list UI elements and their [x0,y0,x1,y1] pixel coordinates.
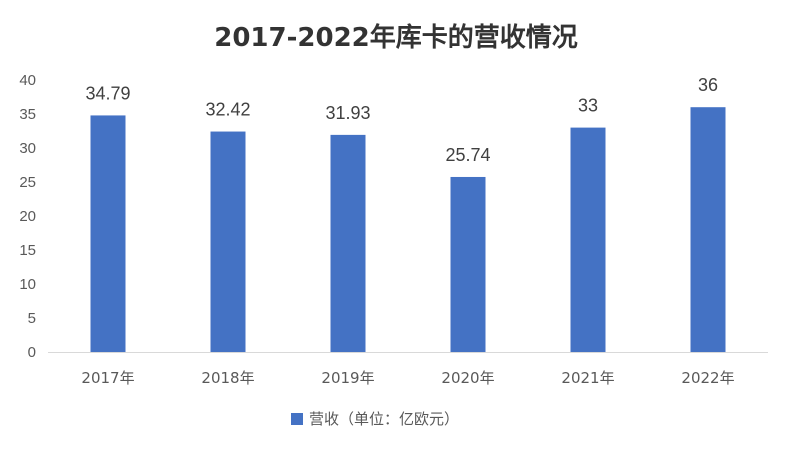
legend-swatch [291,413,303,425]
x-tick-label: 2018年 [201,369,254,387]
legend: 营收（单位：亿欧元） [291,410,459,428]
x-tick-label: 2021年 [561,369,614,387]
data-label-2: 31.93 [325,103,370,123]
y-tick-label: 0 [28,344,36,361]
y-tick-label: 5 [28,310,36,327]
bar-3 [450,176,486,352]
bar-0 [90,115,126,352]
y-tick-label: 10 [19,276,36,293]
legend-label: 营收（单位：亿欧元） [309,410,459,428]
data-labels: 34.79 32.42 31.93 25.74 33 36 [85,75,718,165]
bar-2 [330,134,366,352]
y-tick-label: 35 [19,106,36,123]
y-tick-label: 40 [19,72,36,89]
chart-title: 2017-2022年库卡的营收情况 [214,22,578,53]
y-axis: 0 5 10 15 20 25 30 35 40 [19,72,36,361]
y-tick-label: 15 [19,242,36,259]
data-label-3: 25.74 [445,145,490,165]
x-tick-label: 2020年 [441,369,494,387]
x-axis: 2017年 2018年 2019年 2020年 2021年 2022年 [81,369,734,387]
bar-4 [570,127,606,352]
y-tick-label: 20 [19,208,36,225]
data-label-4: 33 [578,96,598,116]
y-tick-label: 25 [19,174,36,191]
x-tick-label: 2022年 [681,369,734,387]
bar-series [90,107,726,352]
data-label-5: 36 [698,75,718,95]
data-label-0: 34.79 [85,83,130,103]
bar-1 [210,131,246,352]
bar-5 [690,107,726,352]
y-tick-label: 30 [19,140,36,157]
x-tick-label: 2017年 [81,369,134,387]
x-tick-label: 2019年 [321,369,374,387]
data-label-1: 32.42 [205,100,250,120]
